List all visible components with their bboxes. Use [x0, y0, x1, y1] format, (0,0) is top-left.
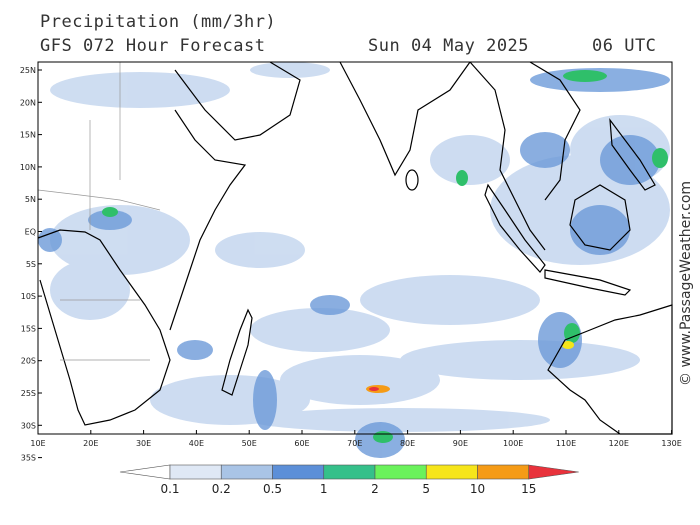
lat-label: 20S — [21, 357, 36, 366]
lat-label: 25S — [21, 389, 36, 398]
lat-label: 10S — [21, 292, 36, 301]
colorbar-segment — [477, 464, 530, 480]
colorbar-label: 2 — [371, 482, 379, 496]
colorbar-label: 0.5 — [263, 482, 282, 496]
colorbar-segment — [272, 464, 325, 480]
precip-medium-layer — [38, 68, 670, 458]
colorbar-label: 10 — [470, 482, 485, 496]
map-title: Precipitation (mm/3hr) — [40, 12, 277, 32]
copyright-label: © www.PassageWeather.com — [678, 181, 694, 386]
colorbar-label: 1 — [320, 482, 328, 496]
lon-label: 130E — [661, 439, 681, 448]
lon-label: 110E — [556, 439, 576, 448]
colorbar-min-triangle — [119, 464, 171, 480]
lon-label: 80E — [400, 439, 415, 448]
colorbar-segment — [425, 464, 478, 480]
lat-label: 10N — [20, 163, 36, 172]
forecast-time: 06 UTC — [592, 36, 657, 56]
lat-label: 25N — [20, 66, 36, 75]
lat-label: 30S — [21, 421, 36, 430]
forecast-date: Sun 04 May 2025 — [368, 36, 530, 56]
lat-label: EQ — [25, 228, 36, 237]
lat-label: 15S — [21, 324, 36, 333]
colorbar-segment — [220, 464, 273, 480]
lon-label: 10E — [30, 439, 45, 448]
coastlines — [37, 61, 673, 435]
lat-label: 20N — [20, 98, 36, 107]
lon-label: 50E — [242, 439, 257, 448]
lat-label: 35S — [21, 454, 36, 463]
colorbar-label: 0.1 — [160, 482, 179, 496]
copyright-text: © www.PassageWeather.com — [678, 181, 694, 386]
forecast-subtitle: GFS 072 Hour Forecast — [40, 36, 266, 56]
lon-label: 70E — [347, 439, 362, 448]
colorbar-segment — [169, 464, 222, 480]
colorbar-label: 15 — [521, 482, 536, 496]
lat-label: 15N — [20, 131, 36, 140]
longitude-ticks: 10E 20E 30E 40E 50E 60E 70E 80E 90E 100E 110E 120E 1… — [30, 430, 682, 448]
lon-label: 60E — [294, 439, 309, 448]
lat-label: 5S — [26, 260, 36, 269]
country-borders — [37, 62, 161, 361]
precip-max-cores — [366, 341, 574, 393]
lon-label: 100E — [503, 439, 523, 448]
lon-label: 90E — [453, 439, 468, 448]
lon-label: 30E — [136, 439, 151, 448]
latitude-ticks: 25N 20N 15N 10N 5N EQ 5S 10S 15S 20S 25S 30S 35S — [20, 66, 42, 463]
colorbar-segment — [323, 464, 376, 480]
lat-label: 5N — [25, 195, 36, 204]
colorbar: 0.1 0.2 0.5 1 2 5 10 15 — [119, 464, 579, 496]
lon-label: 20E — [83, 439, 98, 448]
colorbar-segment — [374, 464, 427, 480]
lon-label: 40E — [189, 439, 204, 448]
lon-label: 120E — [609, 439, 629, 448]
colorbar-label: 0.2 — [212, 482, 231, 496]
colorbar-label: 5 — [422, 482, 430, 496]
colorbar-max-triangle — [528, 464, 579, 480]
